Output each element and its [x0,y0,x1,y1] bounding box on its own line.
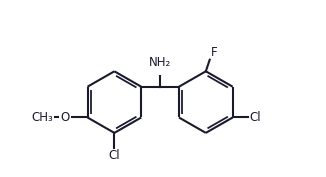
Text: CH₃: CH₃ [31,111,53,124]
Text: O: O [60,111,70,124]
Text: Cl: Cl [249,111,260,124]
Text: F: F [211,46,217,59]
Text: NH₂: NH₂ [149,56,171,69]
Text: Cl: Cl [109,149,120,162]
